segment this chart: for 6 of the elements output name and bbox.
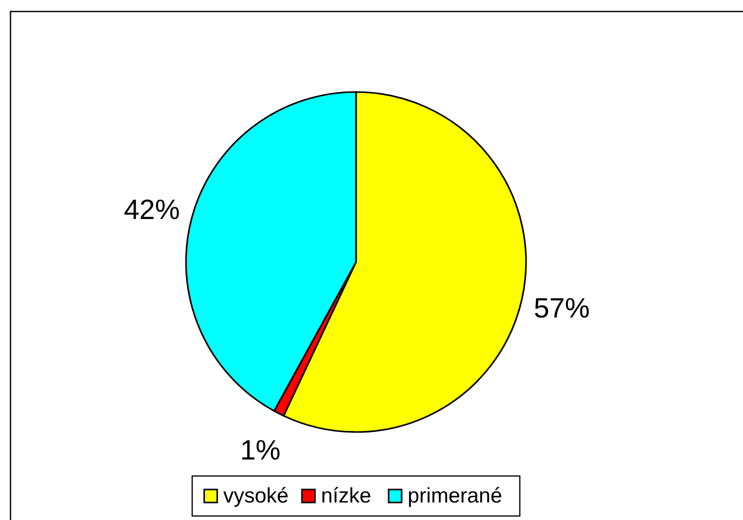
legend-label: primerané [408,484,502,508]
legend-label: vysoké [223,484,289,508]
data-label: 57% [534,292,590,324]
legend-label: nízke [320,484,372,508]
data-label: 1% [240,434,281,466]
data-label: 42% [124,194,180,226]
